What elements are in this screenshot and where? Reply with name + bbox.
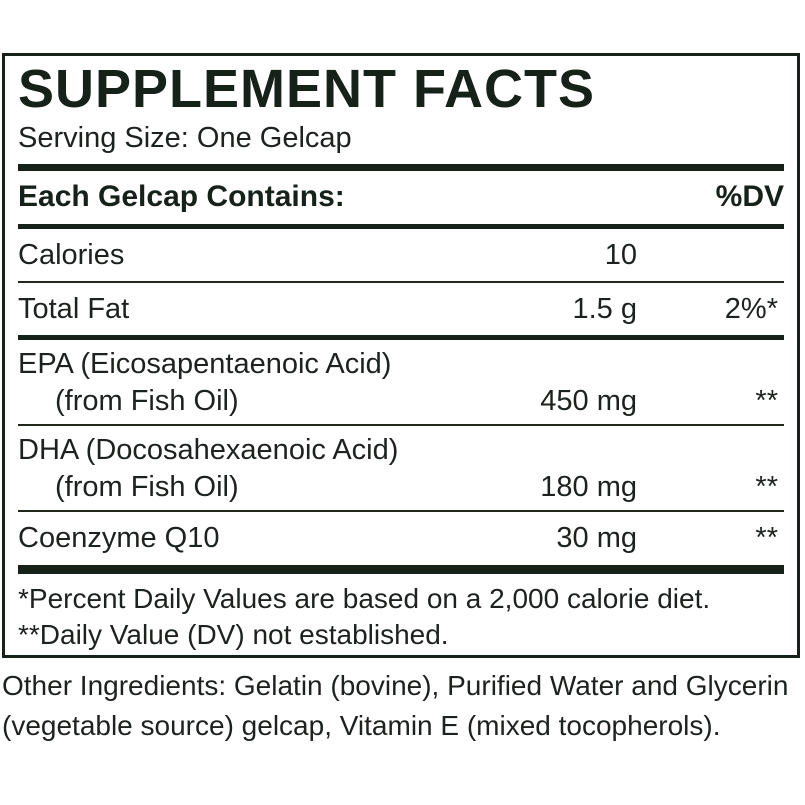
serving-size: Serving Size: One Gelcap: [18, 122, 352, 154]
nutrient-source: (from Fish Oil): [55, 385, 239, 417]
nutrient-name: EPA (Eicosapentaenoic Acid): [18, 348, 392, 380]
nutrient-amount: 30 mg: [556, 522, 637, 554]
nutrient-source: (from Fish Oil): [55, 471, 239, 503]
footnote-percent-dv: *Percent Daily Values are based on a 2,0…: [18, 583, 711, 614]
table-row-coq10: Coenzyme Q10 30 mg **: [18, 512, 784, 565]
nutrient-subrow: (from Fish Oil) 180 mg **: [18, 469, 784, 506]
table-row-epa: EPA (Eicosapentaenoic Acid) (from Fish O…: [18, 340, 784, 426]
nutrient-name: DHA (Docosahexaenoic Acid): [18, 434, 399, 466]
footnotes: *Percent Daily Values are based on a 2,0…: [18, 574, 784, 653]
table-row-total-fat: Total Fat 1.5 g 2%*: [18, 283, 784, 340]
table-header: Each Gelcap Contains: %DV: [18, 171, 784, 224]
table-row-calories: Calories 10: [18, 229, 784, 283]
nutrient-amount: 450 mg: [540, 385, 637, 417]
table-header-label: Each Gelcap Contains:: [18, 180, 345, 213]
other-ingredients-line-1: Other Ingredients: Gelatin (bovine), Pur…: [2, 670, 789, 701]
nutrient-subrow: (from Fish Oil) 450 mg **: [18, 383, 784, 420]
nutrient-dv: 2%*: [724, 293, 778, 325]
other-ingredients-line-2: (vegetable source) gelcap, Vitamin E (mi…: [2, 710, 721, 741]
footnote-dv-not-established: **Daily Value (DV) not established.: [18, 619, 449, 650]
nutrient-name: Coenzyme Q10: [18, 522, 220, 554]
divider-thick-bottom: [18, 565, 784, 574]
other-ingredients: Other Ingredients: Gelatin (bovine), Pur…: [2, 666, 792, 746]
nutrient-name: Total Fat: [18, 293, 130, 325]
nutrient-amount: 180 mg: [540, 471, 637, 503]
nutrient-amount: 10: [604, 239, 637, 271]
divider-medium-header: [18, 224, 784, 229]
divider-thick-top: [18, 164, 784, 171]
panel-title: SUPPLEMENT FACTS: [18, 59, 596, 119]
nutrient-dv: **: [755, 471, 778, 503]
supplement-facts-panel: SUPPLEMENT FACTS Serving Size: One Gelca…: [2, 53, 800, 658]
table-header-dv: %DV: [715, 180, 784, 213]
nutrient-amount: 1.5 g: [572, 293, 638, 325]
nutrient-dv: **: [755, 522, 778, 554]
nutrient-name: Calories: [18, 239, 125, 271]
nutrient-dv: **: [755, 385, 778, 417]
table-row-dha: DHA (Docosahexaenoic Acid) (from Fish Oi…: [18, 426, 784, 512]
